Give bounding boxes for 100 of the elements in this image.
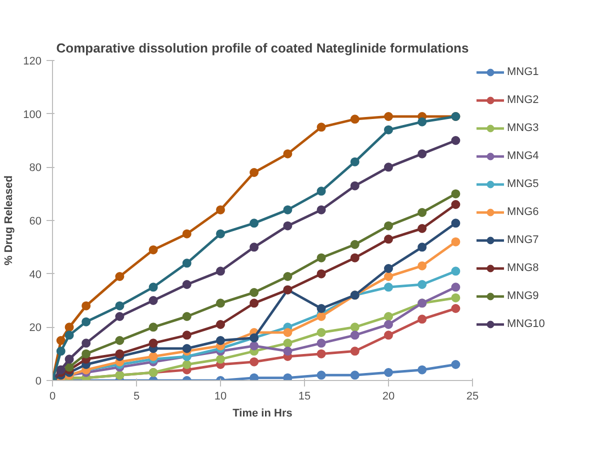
point [384, 221, 393, 230]
point [316, 312, 326, 321]
y-tick-label: 60 [29, 216, 42, 228]
point [148, 296, 158, 305]
point [115, 272, 124, 281]
legend-label: MNG8 [507, 261, 539, 276]
point [216, 354, 225, 364]
point [384, 320, 393, 329]
point [451, 218, 460, 228]
point [350, 114, 360, 124]
point [451, 189, 460, 198]
x-tick-label: 10 [214, 390, 227, 402]
point [451, 293, 460, 302]
point [384, 264, 393, 273]
point [216, 320, 225, 329]
point [182, 344, 192, 353]
point [148, 322, 158, 332]
point [56, 336, 66, 345]
point [418, 149, 427, 158]
point [283, 338, 292, 348]
legend-label: MNG1 [507, 65, 539, 80]
point [316, 205, 326, 214]
point [384, 112, 393, 121]
point [384, 234, 393, 244]
point [115, 336, 124, 345]
point [82, 317, 91, 326]
point [384, 125, 393, 134]
point [64, 322, 74, 332]
point [451, 136, 460, 145]
point [350, 330, 360, 340]
point [148, 338, 158, 348]
point [82, 349, 91, 358]
point [216, 298, 225, 308]
point [316, 304, 326, 313]
point [64, 330, 74, 340]
point [250, 357, 259, 366]
legend-label: MNG6 [507, 205, 539, 220]
point [418, 280, 427, 289]
point [451, 200, 460, 209]
y-tick-label: 120 [23, 56, 42, 68]
point [216, 205, 225, 214]
point [384, 368, 393, 377]
point [182, 312, 192, 321]
point [115, 349, 124, 358]
point [250, 242, 259, 252]
x-axis-title: Time in Hrs [232, 408, 292, 420]
x-tick-label: 20 [382, 390, 395, 402]
point [316, 349, 326, 358]
y-tick-label: 100 [23, 108, 42, 121]
point [250, 218, 259, 228]
y-axis-title: % Drug Released [3, 176, 16, 266]
y-tick-label: 0 [35, 376, 42, 388]
point [418, 242, 427, 252]
x-tick-label: 5 [133, 390, 140, 402]
point [64, 354, 74, 364]
y-tick-label: 20 [29, 322, 42, 334]
point [250, 341, 259, 350]
point [316, 186, 326, 196]
point [418, 117, 427, 126]
point [64, 362, 74, 372]
point [182, 229, 192, 238]
point [115, 312, 124, 321]
point [283, 373, 292, 380]
point [316, 328, 326, 337]
point [316, 370, 326, 380]
point [418, 261, 427, 270]
point [283, 221, 292, 230]
point [384, 272, 393, 281]
point [250, 288, 259, 297]
point [216, 266, 225, 276]
point [350, 346, 360, 356]
legend-label: MNG5 [507, 177, 539, 192]
point [283, 346, 292, 356]
point [182, 258, 192, 268]
legend-label: MNG10 [507, 317, 545, 332]
legend-label: MNG4 [507, 149, 539, 164]
x-tick-label: 15 [298, 390, 311, 402]
point [283, 149, 292, 158]
point [350, 240, 360, 249]
point [82, 338, 91, 348]
point [115, 301, 124, 310]
point [250, 168, 259, 177]
x-tick-label: 25 [466, 390, 479, 402]
point [451, 304, 460, 313]
point [283, 272, 292, 281]
point [418, 314, 427, 324]
point [384, 330, 393, 340]
point [216, 229, 225, 238]
point [418, 224, 427, 233]
legend-label: MNG3 [507, 121, 539, 136]
point [148, 282, 158, 292]
point [283, 328, 292, 337]
y-tick-label: 80 [29, 162, 42, 174]
point [451, 266, 460, 276]
point [350, 181, 360, 190]
point [316, 338, 326, 348]
point [182, 360, 192, 369]
legend-label: MNG7 [507, 233, 539, 248]
point [384, 282, 393, 292]
y-tick-label: 40 [29, 268, 42, 281]
